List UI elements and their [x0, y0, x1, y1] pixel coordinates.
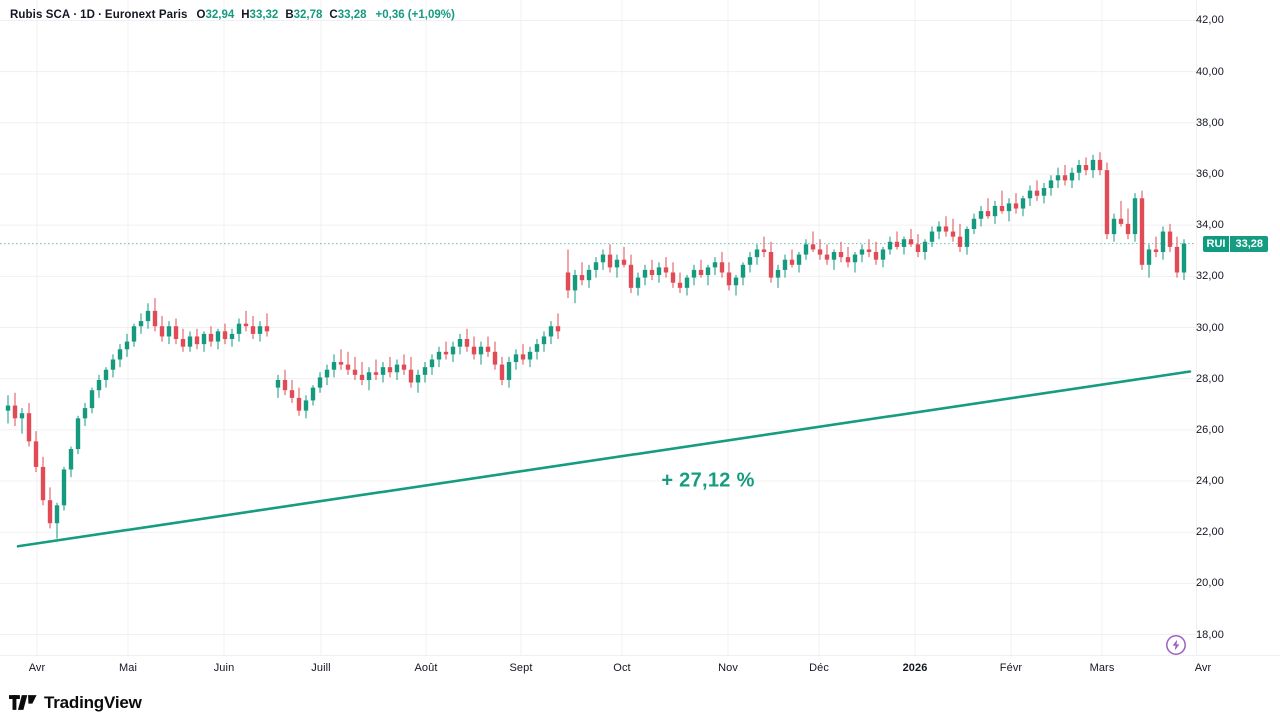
- time-tick-label: Nov: [718, 662, 738, 674]
- ohlc-high-value: 33,32: [249, 9, 279, 21]
- time-tick-label: Mai: [118, 662, 138, 674]
- price-tag-symbol: RUI: [1202, 235, 1230, 252]
- vertical-gridlines: [36, 0, 1103, 655]
- ohlc-open-value: 32,94: [205, 9, 235, 21]
- price-tag-divider: [1229, 235, 1231, 252]
- price-tick-label: 28,00: [1195, 372, 1224, 385]
- price-tick-label: 30,00: [1195, 321, 1224, 334]
- ohlc-low: B32,78: [285, 8, 322, 22]
- plot-area[interactable]: + 27,12 %: [0, 0, 1196, 655]
- price-tag-value: 33,28: [1230, 235, 1268, 252]
- current-price-tag[interactable]: RUI 33,28: [1202, 235, 1268, 252]
- price-tick-label: 42,00: [1195, 14, 1224, 27]
- time-tick-label: Mars: [1089, 662, 1115, 674]
- price-tick-label: 22,00: [1195, 526, 1224, 539]
- price-tick-label: 36,00: [1195, 167, 1224, 180]
- time-tick-label: Avr: [28, 662, 46, 674]
- time-tick-label: Juin: [213, 662, 235, 674]
- tradingview-brand-bar[interactable]: TradingView: [0, 688, 1280, 717]
- time-tick-label: Août: [414, 662, 438, 674]
- tradingview-wordmark: TradingView: [44, 692, 142, 712]
- time-tick-label: Sept: [509, 662, 533, 674]
- price-scale[interactable]: 42,00 40,00 38,00 36,00 34,00 32,00 30,00 28,00…: [1196, 0, 1280, 655]
- trendline[interactable]: [16, 370, 1192, 548]
- legend-separator-1: ·: [73, 9, 78, 21]
- interval-label[interactable]: 1D: [80, 9, 96, 21]
- tradingview-logo-icon: [9, 695, 37, 710]
- price-tick-label: 38,00: [1195, 116, 1224, 129]
- exchange-label[interactable]: Euronext Paris: [104, 9, 188, 21]
- candlestick-plot: [0, 0, 1196, 655]
- price-tick-label: 24,00: [1195, 475, 1224, 488]
- price-tick-label: 18,00: [1195, 628, 1224, 641]
- lightning-bolt-icon[interactable]: [1165, 634, 1187, 656]
- chart-window: Rubis SCA · 1D · Euronext Paris O32,94 H…: [0, 0, 1280, 688]
- price-tick-label: 32,00: [1195, 270, 1224, 283]
- horizontal-gridlines: [0, 19, 1196, 636]
- ohlc-low-value: 32,78: [293, 9, 323, 21]
- time-tick-label: Oct: [613, 662, 631, 674]
- ohlc-high: H33,32: [241, 8, 278, 22]
- price-tick-label: 34,00: [1195, 219, 1224, 232]
- ohlc-values: O32,94 H33,32 B32,78 C33,28 +0,36 (+1,09…: [197, 8, 455, 22]
- percentage-annotation[interactable]: + 27,12 %: [661, 469, 755, 492]
- legend-separator-2: ·: [98, 9, 102, 21]
- ohlc-close-key: C: [329, 9, 338, 21]
- time-tick-label: Déc: [809, 662, 829, 674]
- price-tick-label: 40,00: [1195, 65, 1224, 78]
- candlestick-series: [5, 152, 1187, 539]
- time-scale[interactable]: Avr Mai Juin Juill Août Sept Oct Nov Déc 2026 Févr…: [0, 655, 1280, 688]
- ohlc-open: O32,94: [197, 8, 235, 22]
- ohlc-low-key: B: [285, 9, 294, 21]
- time-tick-label: Févr: [999, 662, 1023, 674]
- time-tick-label: 2026: [902, 662, 928, 674]
- price-tick-label: 26,00: [1195, 423, 1224, 436]
- chart-legend[interactable]: Rubis SCA · 1D · Euronext Paris O32,94 H…: [10, 8, 455, 22]
- time-tick-label: Juill: [311, 662, 331, 674]
- price-change: +0,36 (+1,09%): [375, 9, 455, 21]
- ohlc-close: C33,28: [329, 8, 366, 22]
- price-tick-label: 20,00: [1195, 577, 1224, 590]
- ohlc-open-key: O: [196, 9, 206, 21]
- ohlc-close-value: 33,28: [337, 9, 367, 21]
- symbol-name[interactable]: Rubis SCA: [10, 9, 71, 21]
- time-tick-label: Avr: [1194, 662, 1212, 674]
- ohlc-high-key: H: [241, 9, 250, 21]
